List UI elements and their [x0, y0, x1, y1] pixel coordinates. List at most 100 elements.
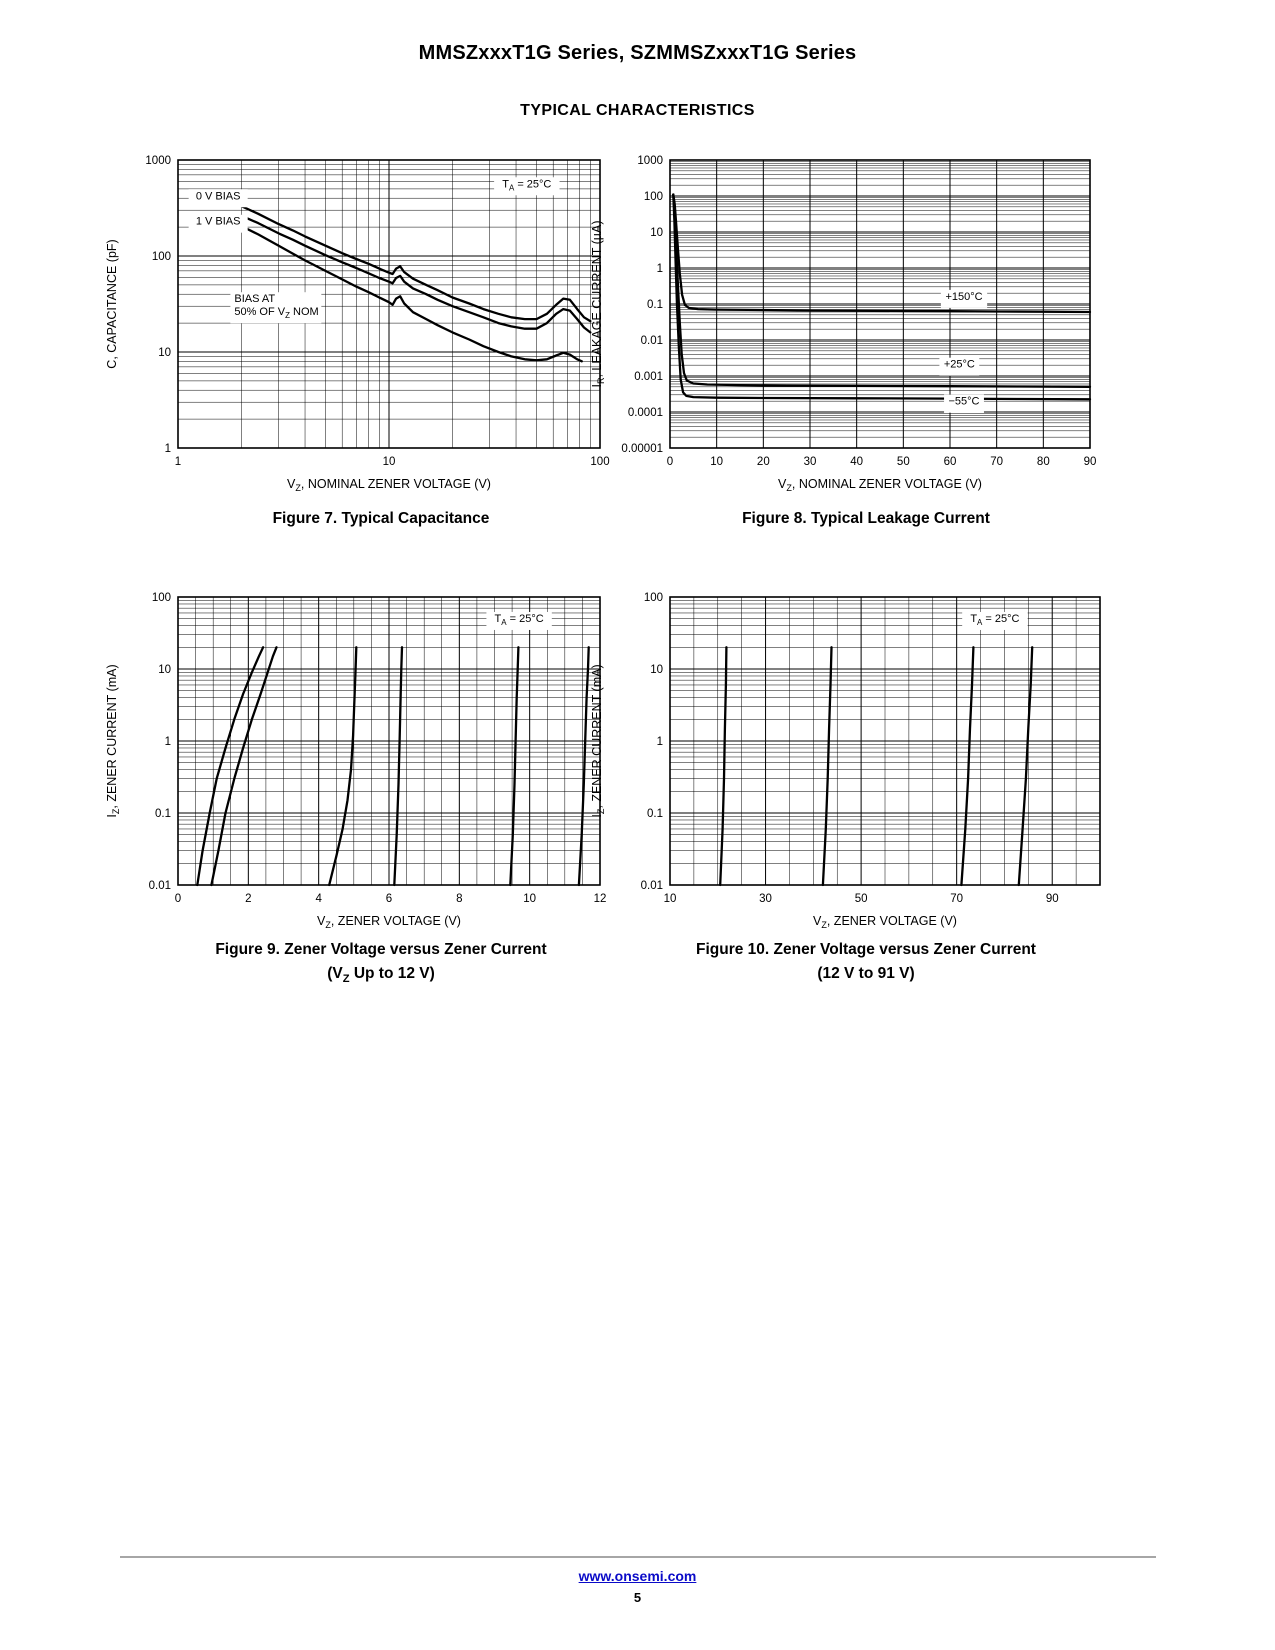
footer-link-wrap: www.onsemi.com: [0, 1568, 1275, 1586]
grid: [669, 596, 1101, 886]
label-box: [188, 189, 248, 208]
figure10-series-2: [821, 646, 833, 887]
svg-text:+25°C: +25°C: [944, 359, 975, 371]
svg-text:4: 4: [315, 893, 322, 905]
axis-ticks: 1 10 100 1 10 100 1000: [145, 155, 609, 468]
curve-labels: TA = 25°C: [962, 611, 1028, 630]
svg-text:100: 100: [644, 592, 663, 604]
figure8-series-3: [672, 193, 1092, 401]
plot-border: [669, 159, 1091, 449]
svg-text:1000: 1000: [637, 155, 663, 167]
series-group: [196, 646, 590, 887]
svg-text:0.01: 0.01: [641, 880, 663, 892]
svg-text:1: 1: [165, 443, 171, 455]
figure9-series-6: [577, 646, 590, 887]
svg-text:1: 1: [657, 736, 663, 748]
svg-text:10: 10: [650, 664, 663, 676]
figure10-caption-line2: (12 V to 91 V): [817, 965, 915, 983]
svg-text:100: 100: [152, 251, 171, 263]
x-axis-title: VZ, ZENER VOLTAGE (V): [317, 914, 461, 930]
figure9-series-5: [509, 646, 520, 887]
grid: [669, 159, 1091, 449]
figure9-series-2: [210, 646, 278, 887]
svg-text:70: 70: [950, 893, 963, 905]
svg-text:0.1: 0.1: [647, 808, 663, 820]
svg-text:0.1: 0.1: [647, 299, 663, 311]
svg-text:50: 50: [897, 456, 910, 468]
figure7-chart: 0 V BIAS 1 V BIAS BIAS AT 50% OF VZ NOM TA =…: [100, 148, 662, 505]
label-box: [939, 357, 980, 376]
svg-text:10: 10: [158, 347, 171, 359]
svg-text:1: 1: [175, 456, 181, 468]
figure7-caption-line1: Figure 7. Typical Capacitance: [272, 510, 490, 527]
curve-labels: +150°C +25°C −55°C: [939, 289, 988, 413]
svg-text:12: 12: [594, 893, 607, 905]
figure10-caption-line1: Figure 10. Zener Voltage versus Zener Cu…: [696, 941, 1036, 958]
svg-text:0.01: 0.01: [641, 335, 663, 347]
svg-text:90: 90: [1046, 893, 1059, 905]
svg-text:+150°C: +150°C: [945, 291, 982, 303]
svg-text:0.0001: 0.0001: [628, 407, 663, 419]
footer-link[interactable]: www.onsemi.com: [578, 1568, 697, 1584]
plot-border: [177, 596, 601, 886]
svg-text:30: 30: [804, 456, 817, 468]
figure10-chart: TA = 25°C 10 30 50 70 90 0.01 0.1 1 10 100 VZ, ZENE…: [585, 585, 1153, 942]
series-group: [672, 193, 1092, 401]
svg-text:100: 100: [644, 191, 663, 203]
axis-ticks: 0 10 20 30 40 50 60 70 80 90 0.00001 0.0001 0.001 0.0…: [621, 155, 1096, 468]
label-box: [494, 177, 560, 196]
svg-text:TA = 25°C: TA = 25°C: [970, 613, 1019, 627]
svg-text:1: 1: [165, 736, 171, 748]
svg-text:TA = 25°C: TA = 25°C: [495, 613, 544, 627]
svg-text:TA = 25°C: TA = 25°C: [502, 178, 551, 192]
svg-text:2: 2: [245, 893, 251, 905]
x-axis-title: VZ, NOMINAL ZENER VOLTAGE (V): [778, 477, 982, 493]
svg-text:70: 70: [990, 456, 1003, 468]
plot-border: [177, 159, 601, 449]
curve-labels: TA = 25°C: [486, 611, 552, 630]
svg-text:0: 0: [667, 456, 673, 468]
svg-text:1000: 1000: [145, 155, 171, 167]
figure9-series-4: [393, 646, 404, 887]
axis-ticks: 0 2 4 6 8 10 12 0.01 0.1 1 10 100: [149, 592, 607, 905]
figure9-caption: Figure 9. Zener Voltage versus Zener Cur…: [100, 938, 662, 988]
svg-text:0 V BIAS: 0 V BIAS: [196, 190, 241, 202]
grid: [177, 596, 601, 886]
svg-text:80: 80: [1037, 456, 1050, 468]
figure8-plot: +150°C +25°C −55°C 0 10 20 30 40 50 60 70 80 90 0.000…: [590, 155, 1096, 493]
figure9-chart: TA = 25°C 0 2 4 6 8 10 12 0.01 0.1 1 10 100 VZ, ZENER…: [100, 585, 662, 942]
svg-text:1: 1: [657, 263, 663, 275]
svg-text:10: 10: [710, 456, 723, 468]
y-axis-title: IZ, ZENER CURRENT (mA): [590, 664, 606, 817]
label-box: [940, 289, 988, 308]
svg-text:−55°C: −55°C: [948, 396, 979, 408]
y-axis-title: C, CAPACITANCE (pF): [105, 239, 119, 368]
svg-text:1 V BIAS: 1 V BIAS: [196, 216, 241, 228]
page-number: 5: [633, 1590, 642, 1605]
series-group: [240, 205, 592, 363]
figure7-series-2: [240, 214, 592, 334]
figure10-series-3: [960, 646, 975, 887]
svg-text:0.01: 0.01: [149, 880, 171, 892]
svg-text:10: 10: [158, 664, 171, 676]
figure8-series-1: [672, 193, 1092, 314]
figure9-caption-line2: (VZ Up to 12 V): [327, 965, 435, 986]
axis-ticks: 10 30 50 70 90 0.01 0.1 1 10 100: [641, 592, 1059, 905]
svg-text:50% OF VZ NOM: 50% OF VZ NOM: [234, 306, 318, 320]
series-group: [719, 646, 1034, 887]
label-box: [230, 292, 322, 324]
figure8-chart: +150°C +25°C −55°C 0 10 20 30 40 50 60 70 80 90 0.000…: [585, 148, 1147, 505]
figure9-series-3: [328, 646, 358, 887]
figure8-series-2: [672, 193, 1092, 388]
svg-text:0: 0: [175, 893, 181, 905]
svg-text:BIAS AT: BIAS AT: [234, 293, 275, 305]
svg-text:10: 10: [664, 893, 677, 905]
y-axis-title: IZ, ZENER CURRENT (mA): [105, 664, 121, 817]
svg-text:30: 30: [759, 893, 772, 905]
figure9-series-1: [196, 646, 265, 887]
figure9-caption-line1: Figure 9. Zener Voltage versus Zener Cur…: [215, 941, 547, 958]
svg-text:6: 6: [386, 893, 392, 905]
svg-text:0.00001: 0.00001: [621, 443, 663, 455]
